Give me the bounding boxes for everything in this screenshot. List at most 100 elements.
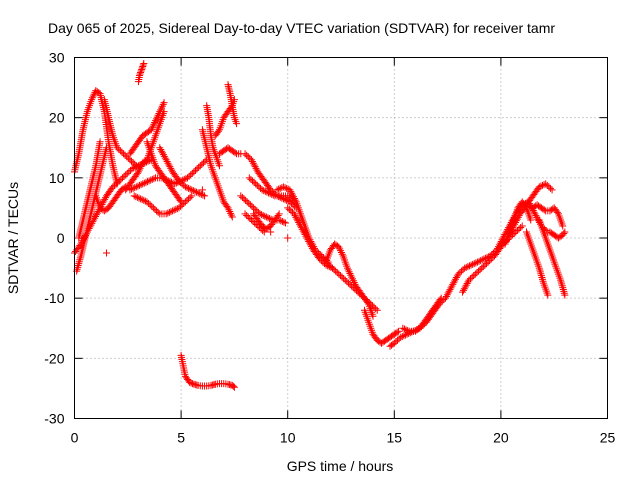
data-point	[262, 213, 270, 221]
data-point	[185, 172, 193, 180]
data-point	[74, 261, 82, 269]
data-point	[468, 273, 476, 281]
data-point	[157, 104, 165, 112]
data-point	[395, 327, 403, 335]
data-point	[489, 249, 497, 257]
data-point	[544, 291, 552, 299]
series-arc-37	[522, 228, 552, 299]
data-point	[134, 168, 142, 176]
data-point	[543, 181, 551, 189]
data-point	[128, 157, 136, 165]
data-point	[344, 266, 352, 274]
data-point	[131, 163, 139, 171]
data-point	[115, 145, 123, 153]
data-point	[114, 178, 122, 186]
data-point	[327, 263, 335, 271]
data-point	[456, 269, 464, 277]
data-point	[251, 163, 259, 171]
data-point	[317, 254, 325, 262]
data-point	[241, 150, 249, 158]
data-point	[548, 186, 556, 194]
data-point	[248, 158, 256, 166]
data-point	[559, 286, 567, 294]
data-point	[230, 383, 238, 391]
series-arc-38	[535, 216, 569, 299]
data-point	[275, 185, 283, 193]
data-point	[196, 190, 204, 198]
data-point	[243, 151, 251, 159]
data-point	[454, 270, 462, 278]
data-point	[148, 202, 156, 210]
x-tick-label: 0	[71, 430, 79, 446]
data-point	[155, 109, 163, 117]
data-point	[162, 156, 170, 164]
data-point	[348, 273, 356, 281]
data-point	[345, 268, 353, 276]
data-point	[178, 180, 186, 188]
data-point	[545, 183, 553, 191]
data-point	[99, 199, 107, 207]
data-point	[298, 225, 306, 233]
data-point	[536, 268, 544, 276]
data-point	[441, 294, 449, 302]
data-point	[139, 61, 147, 69]
data-point	[167, 208, 175, 216]
data-point	[152, 117, 160, 125]
y-axis-tick-labels: -30 -20 -10 0 10 20 30	[44, 50, 64, 427]
data-point	[335, 270, 343, 278]
data-point	[195, 163, 203, 171]
data-point	[92, 213, 100, 221]
data-point	[268, 190, 276, 198]
data-point	[172, 205, 180, 213]
data-point	[442, 292, 450, 300]
data-point	[560, 287, 568, 295]
data-point	[159, 151, 167, 159]
data-point	[183, 184, 191, 192]
series-arc-28	[316, 252, 381, 314]
data-point	[252, 164, 260, 172]
data-point	[227, 211, 235, 219]
series-arc-9	[134, 60, 148, 86]
data-point	[307, 243, 315, 251]
data-point	[496, 239, 504, 247]
data-point	[486, 257, 494, 265]
x-axis-label: GPS time / hours	[287, 458, 394, 474]
data-point	[138, 196, 146, 204]
data-point	[460, 285, 468, 293]
data-point	[561, 291, 569, 299]
data-point	[140, 60, 148, 68]
data-point	[178, 201, 186, 209]
x-tick-label: 25	[600, 430, 616, 446]
data-point	[156, 108, 164, 116]
data-point	[446, 286, 454, 294]
data-point	[354, 288, 362, 296]
y-tick-label: 30	[49, 50, 65, 66]
data-point	[283, 184, 291, 192]
data-point	[186, 193, 194, 201]
data-point	[196, 162, 204, 170]
data-point	[185, 195, 193, 203]
data-point	[289, 193, 297, 201]
data-point	[292, 213, 300, 221]
data-point	[166, 163, 174, 171]
data-point	[346, 269, 354, 277]
data-point	[525, 198, 533, 206]
data-point	[537, 272, 545, 280]
data-point	[558, 280, 566, 288]
data-point	[349, 284, 357, 292]
data-point	[452, 275, 460, 283]
data-point	[537, 182, 545, 190]
data-point	[488, 251, 496, 259]
data-point	[188, 192, 196, 200]
series-arc-24	[250, 210, 283, 233]
data-point	[289, 201, 297, 209]
data-point	[335, 243, 343, 251]
data-point	[400, 325, 408, 333]
data-point	[561, 228, 569, 236]
data-point	[260, 187, 268, 195]
data-point	[261, 187, 269, 195]
data-point	[148, 175, 156, 183]
data-point	[307, 241, 315, 249]
data-point	[277, 217, 285, 225]
data-point	[136, 70, 144, 78]
